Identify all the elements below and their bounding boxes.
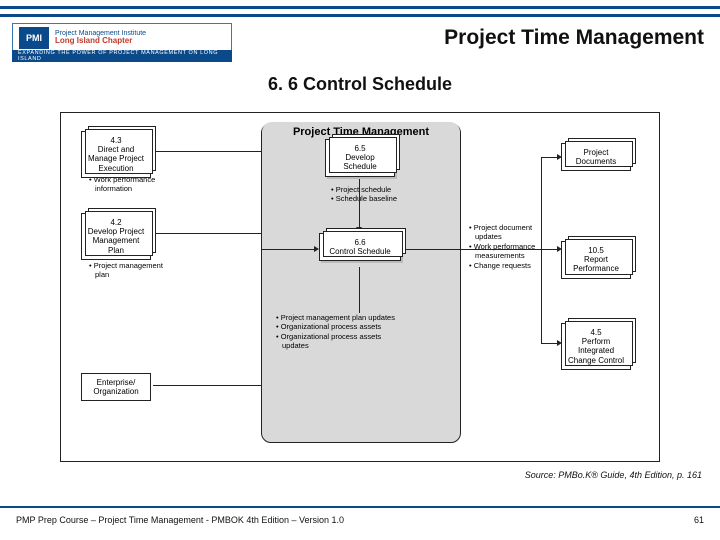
footer: PMP Prep Course – Project Time Managemen… bbox=[0, 506, 720, 532]
logo-text: Project Management Institute Long Island… bbox=[55, 30, 146, 46]
box-enterprise: Enterprise/ Organization bbox=[81, 373, 151, 401]
box-4-3: 4.3 Direct and Manage Project Execution bbox=[81, 131, 151, 178]
bullet: Work performance measurements bbox=[469, 242, 559, 261]
box-4-5: 4.5 Perform Integrated Change Control bbox=[561, 323, 631, 370]
logo: PMI Project Management Institute Long Is… bbox=[12, 23, 232, 53]
bullets-6-6-right: Project document updates Work performanc… bbox=[469, 223, 559, 270]
arrow bbox=[261, 151, 262, 249]
box-project-documents: Project Documents bbox=[561, 143, 631, 171]
arrow bbox=[359, 267, 360, 313]
box-10-5-label: Report Performance bbox=[565, 255, 627, 273]
box-6-5-num: 6.5 bbox=[329, 144, 391, 153]
bullets-6-6-down: Project management plan updates Organiza… bbox=[276, 313, 396, 351]
bullets-6-5: Project schedule Schedule baseline bbox=[331, 185, 441, 204]
box-6-6-num: 6.6 bbox=[323, 238, 397, 247]
bullet: Project management plan updates bbox=[276, 313, 396, 322]
logo-mark: PMI bbox=[19, 27, 49, 49]
bullet: Project document updates bbox=[469, 223, 559, 242]
arrow bbox=[153, 385, 261, 386]
box-4-5-num: 4.5 bbox=[565, 328, 627, 337]
box-4-2-num: 4.2 bbox=[85, 218, 147, 227]
box-6-6: 6.6 Control Schedule bbox=[319, 233, 401, 261]
diagram-frame: Project Time Management 4.3 Direct and M… bbox=[60, 112, 660, 462]
bullet: Schedule baseline bbox=[331, 194, 441, 203]
box-10-5: 10.5 Report Performance bbox=[561, 241, 631, 279]
section-title: 6. 6 Control Schedule bbox=[0, 74, 720, 95]
box-6-6-label: Control Schedule bbox=[323, 247, 397, 256]
arrow bbox=[403, 249, 559, 250]
box-10-5-num: 10.5 bbox=[565, 246, 627, 255]
bullet: Project schedule bbox=[331, 185, 441, 194]
box-4-3-num: 4.3 bbox=[85, 136, 147, 145]
footer-left: PMP Prep Course – Project Time Managemen… bbox=[16, 515, 344, 525]
rule-top-1 bbox=[0, 6, 720, 9]
arrow bbox=[359, 171, 360, 229]
arrow bbox=[153, 233, 261, 234]
arrow bbox=[261, 249, 262, 385]
bullet: Organizational process assets bbox=[276, 322, 396, 331]
rule-top-2 bbox=[0, 14, 720, 17]
bullets-4-3: Work performance information bbox=[89, 175, 171, 194]
box-6-5: 6.5 Develop Schedule bbox=[325, 139, 395, 177]
page-title: Project Time Management bbox=[444, 26, 704, 50]
page-number: 61 bbox=[694, 515, 704, 525]
box-pd-label: Project Documents bbox=[565, 148, 627, 166]
box-4-5-label: Perform Integrated Change Control bbox=[565, 337, 627, 365]
bullet: Project management plan bbox=[89, 261, 171, 280]
bullets-4-2: Project management plan bbox=[89, 261, 171, 280]
box-4-3-label: Direct and Manage Project Execution bbox=[85, 145, 147, 173]
box-enterprise-label: Enterprise/ Organization bbox=[85, 378, 147, 396]
box-6-5-label: Develop Schedule bbox=[329, 153, 391, 171]
box-4-2-label: Develop Project Management Plan bbox=[85, 227, 147, 255]
bullet: Organizational process assets updates bbox=[276, 332, 396, 351]
logo-tagline: EXPANDING THE POWER OF PROJECT MANAGEMEN… bbox=[12, 50, 232, 62]
arrow bbox=[541, 157, 542, 343]
source-citation: Source: PMBo.K® Guide, 4th Edition, p. 1… bbox=[525, 470, 702, 480]
logo-line2: Long Island Chapter bbox=[55, 37, 146, 45]
arrow bbox=[153, 151, 261, 152]
box-4-2: 4.2 Develop Project Management Plan bbox=[81, 213, 151, 260]
bullet: Work performance information bbox=[89, 175, 171, 194]
arrow bbox=[261, 249, 316, 250]
bullet: Change requests bbox=[469, 261, 559, 270]
